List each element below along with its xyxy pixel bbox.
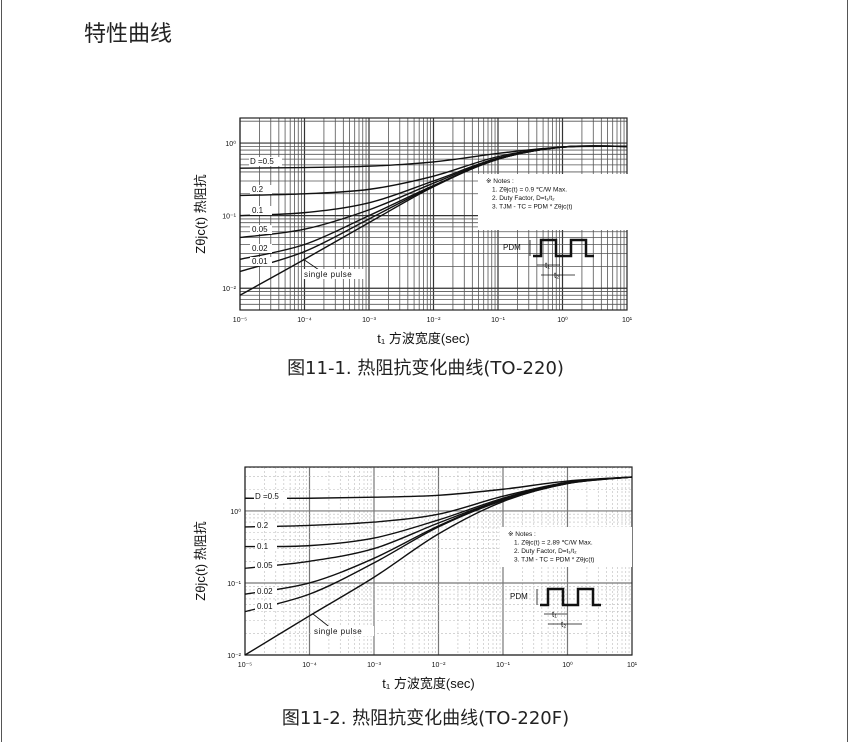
note-line: 2. Duty Factor, D=t₁/t₂	[492, 195, 555, 202]
series-line-D0.5	[244, 476, 633, 500]
x-tick-label: 10⁰	[562, 661, 573, 669]
series-line-singlepulse	[239, 145, 628, 296]
y-tick-label: 10⁻²	[227, 653, 241, 660]
series-label: 0.01	[252, 257, 268, 266]
series-label: 0.1	[257, 542, 269, 551]
series-label: 0.05	[257, 561, 273, 570]
series-label: 0.01	[257, 602, 273, 611]
series-label-bg	[312, 626, 374, 636]
series-label: 0.2	[257, 521, 269, 530]
series-label-bg	[250, 225, 272, 234]
x-tick-label: 10⁻⁴	[297, 317, 312, 324]
pdm-label: PDM	[503, 243, 521, 252]
note-line: 3. TJM - TC = PDM * Zθjc(t)	[514, 557, 594, 564]
x-tick-label: 10⁻³	[367, 662, 381, 669]
notes-box	[500, 527, 632, 567]
x-tick-label: 10⁻³	[362, 317, 376, 324]
page-title: 特性曲线	[84, 22, 173, 47]
note-line: 3. TJM - TC = PDM * Zθjc(t)	[492, 204, 572, 211]
series-label-bg	[255, 587, 277, 596]
series-label: 0.2	[252, 185, 264, 194]
y-tick-label: 10⁻¹	[227, 581, 241, 588]
x-tick-label: 10¹	[622, 317, 633, 324]
series-label-bg	[254, 492, 287, 501]
x-tick-label: 10⁰	[557, 316, 568, 324]
series-label: D =0.5	[250, 157, 274, 166]
note-line: 1. Zθjc(t) = 0.9 ℃/W Max.	[492, 187, 567, 194]
page-border-right	[847, 0, 848, 742]
x-tick-label: 10⁻¹	[491, 317, 505, 324]
t1-label: t₁	[552, 610, 557, 619]
x-tick-label: 10⁻²	[432, 662, 446, 669]
series-label: D =0.5	[255, 492, 279, 501]
x-axis-label: t₁ 方波宽度(sec)	[377, 331, 470, 346]
y-axis-label: Zθjc(t) 热阻抗	[193, 521, 208, 600]
x-tick-label: 10⁻⁴	[302, 662, 317, 669]
series-label-bg	[250, 206, 272, 215]
y-tick-label: 10⁻¹	[222, 214, 236, 221]
t1-label: t₁	[545, 261, 550, 270]
series-label-bg	[255, 521, 277, 530]
y-axis-label: Zθjc(t) 热阻抗	[193, 174, 208, 253]
pdm-label: PDM	[510, 592, 528, 601]
series-label-bg	[302, 269, 364, 279]
series-label: 0.1	[252, 206, 264, 215]
series-line-singlepulse	[244, 476, 633, 656]
series-label-bg	[255, 542, 277, 551]
x-tick-label: 10⁻⁵	[238, 662, 252, 669]
t2-label: t₂	[561, 620, 566, 629]
x-tick-label: 10⁻²	[427, 317, 441, 324]
series-label-bg	[250, 185, 272, 194]
t2-label: t₂	[554, 271, 559, 280]
series-label: 0.02	[252, 244, 268, 253]
x-tick-label: 10¹	[627, 662, 638, 669]
y-tick-label: 10⁰	[225, 140, 236, 148]
series-label: 0.05	[252, 225, 268, 234]
y-tick-label: 10⁰	[230, 508, 241, 516]
page-border-left	[1, 0, 2, 742]
note-line: 1. Zθjc(t) = 2.89 ℃/W Max.	[514, 540, 593, 547]
series-label: single pulse	[304, 270, 352, 279]
note-line: 2. Duty Factor, D=t₁/t₂	[514, 548, 577, 555]
pulse-waveform-icon	[533, 238, 594, 258]
x-tick-label: 10⁻¹	[496, 662, 510, 669]
series-label-bg	[255, 602, 277, 611]
series-label-bg	[250, 257, 272, 266]
x-axis-label: t₁ 方波宽度(sec)	[382, 676, 475, 691]
series-label: single pulse	[314, 627, 362, 636]
series-label-bg	[250, 244, 272, 253]
y-tick-label: 10⁻²	[222, 286, 236, 293]
x-tick-label: 10⁻⁵	[233, 317, 247, 324]
note-line: ※ Notes :	[486, 178, 514, 185]
pulse-waveform-icon	[540, 587, 601, 607]
notes-box	[478, 174, 628, 230]
chart-caption-1: 图11-1. 热阻抗变化曲线(TO-220)	[287, 358, 564, 379]
chart-caption-2: 图11-2. 热阻抗变化曲线(TO-220F)	[281, 708, 570, 729]
series-label-bg	[255, 561, 277, 570]
series-label: 0.02	[257, 587, 273, 596]
series-label-bg	[249, 157, 282, 166]
note-line: ※ Notes :	[508, 531, 536, 538]
